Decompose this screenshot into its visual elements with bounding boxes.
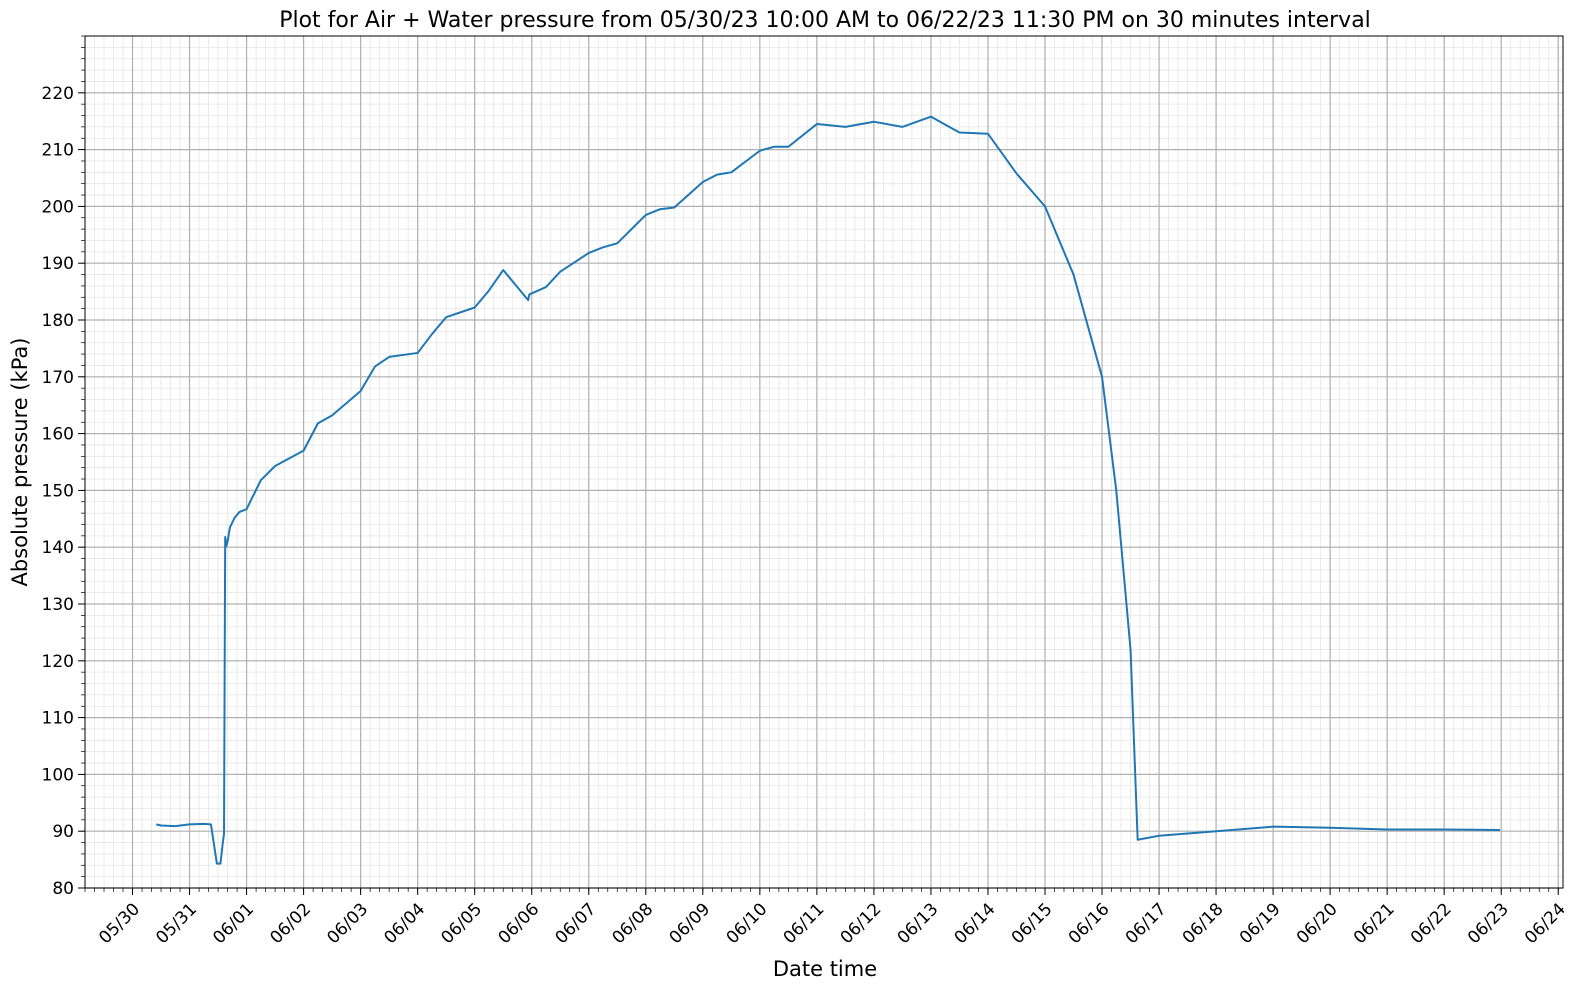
y-tick-label: 100 [42,765,74,785]
x-tick-label: 06/04 [380,899,429,948]
x-tick-label: 06/11 [780,899,829,948]
y-axis-label: Absolute pressure (kPa) [8,338,32,587]
x-tick-label: 06/23 [1464,899,1513,948]
x-tick-label: 06/01 [209,899,258,948]
y-axis: 80 90 100 110 120 130 140 150 160 170 180 190 200 210… [42,84,85,899]
y-tick-label: 80 [52,879,74,899]
x-tick-label: 06/12 [837,899,886,948]
x-tick-label: 06/21 [1350,899,1399,948]
x-axis-label: Date time [773,957,877,981]
y-tick-label: 190 [42,254,74,274]
x-tick-label: 06/15 [1008,899,1057,948]
series-layer [156,115,1501,865]
x-tick-label: 06/06 [494,899,543,948]
y-tick-label: 210 [42,141,74,161]
y-tick-label: 160 [42,425,74,445]
x-tick-label: 06/07 [552,899,601,948]
x-tick-label: 05/31 [152,899,201,948]
y-tick-label: 150 [42,481,74,501]
x-tick-label: 06/02 [266,899,315,948]
x-tick-label: 06/10 [723,899,772,948]
x-tick-label: 06/14 [951,899,1000,948]
minor-ticks [81,35,1559,892]
chart-title: Plot for Air + Water pressure from 05/30… [279,8,1371,33]
y-tick-label: 120 [42,652,74,672]
y-tick-label: 170 [42,368,74,388]
x-tick-label: 06/24 [1521,899,1570,948]
plot-frame [84,35,1564,889]
x-tick-label: 06/19 [1236,899,1285,948]
y-tick-label: 130 [42,595,74,615]
x-tick-label: 06/16 [1065,899,1114,948]
y-tick-label: 220 [42,84,74,104]
series-line-pressure [156,115,1501,865]
x-tick-label: 06/05 [437,899,486,948]
x-tick-label: 06/08 [609,899,658,948]
x-tick-label: 06/18 [1179,899,1228,948]
x-tick-label: 06/13 [894,899,943,948]
y-tick-label: 90 [52,822,74,842]
x-tick-label: 06/09 [666,899,715,948]
y-tick-label: 180 [42,311,74,331]
major-grid [85,36,1563,889]
x-tick-label: 06/20 [1293,899,1342,948]
y-tick-label: 140 [42,538,74,558]
minor-grid [84,35,1563,889]
x-tick-label: 06/22 [1407,899,1456,948]
y-tick-label: 200 [42,197,74,217]
x-tick-label: 06/03 [323,899,372,948]
x-axis: 05/30 05/31 06/01 06/02 06/03 06/04 06/05 06/06… [95,888,1570,948]
y-tick-label: 110 [42,709,74,729]
x-tick-label: 05/30 [95,899,144,948]
x-tick-label: 06/17 [1122,899,1171,948]
